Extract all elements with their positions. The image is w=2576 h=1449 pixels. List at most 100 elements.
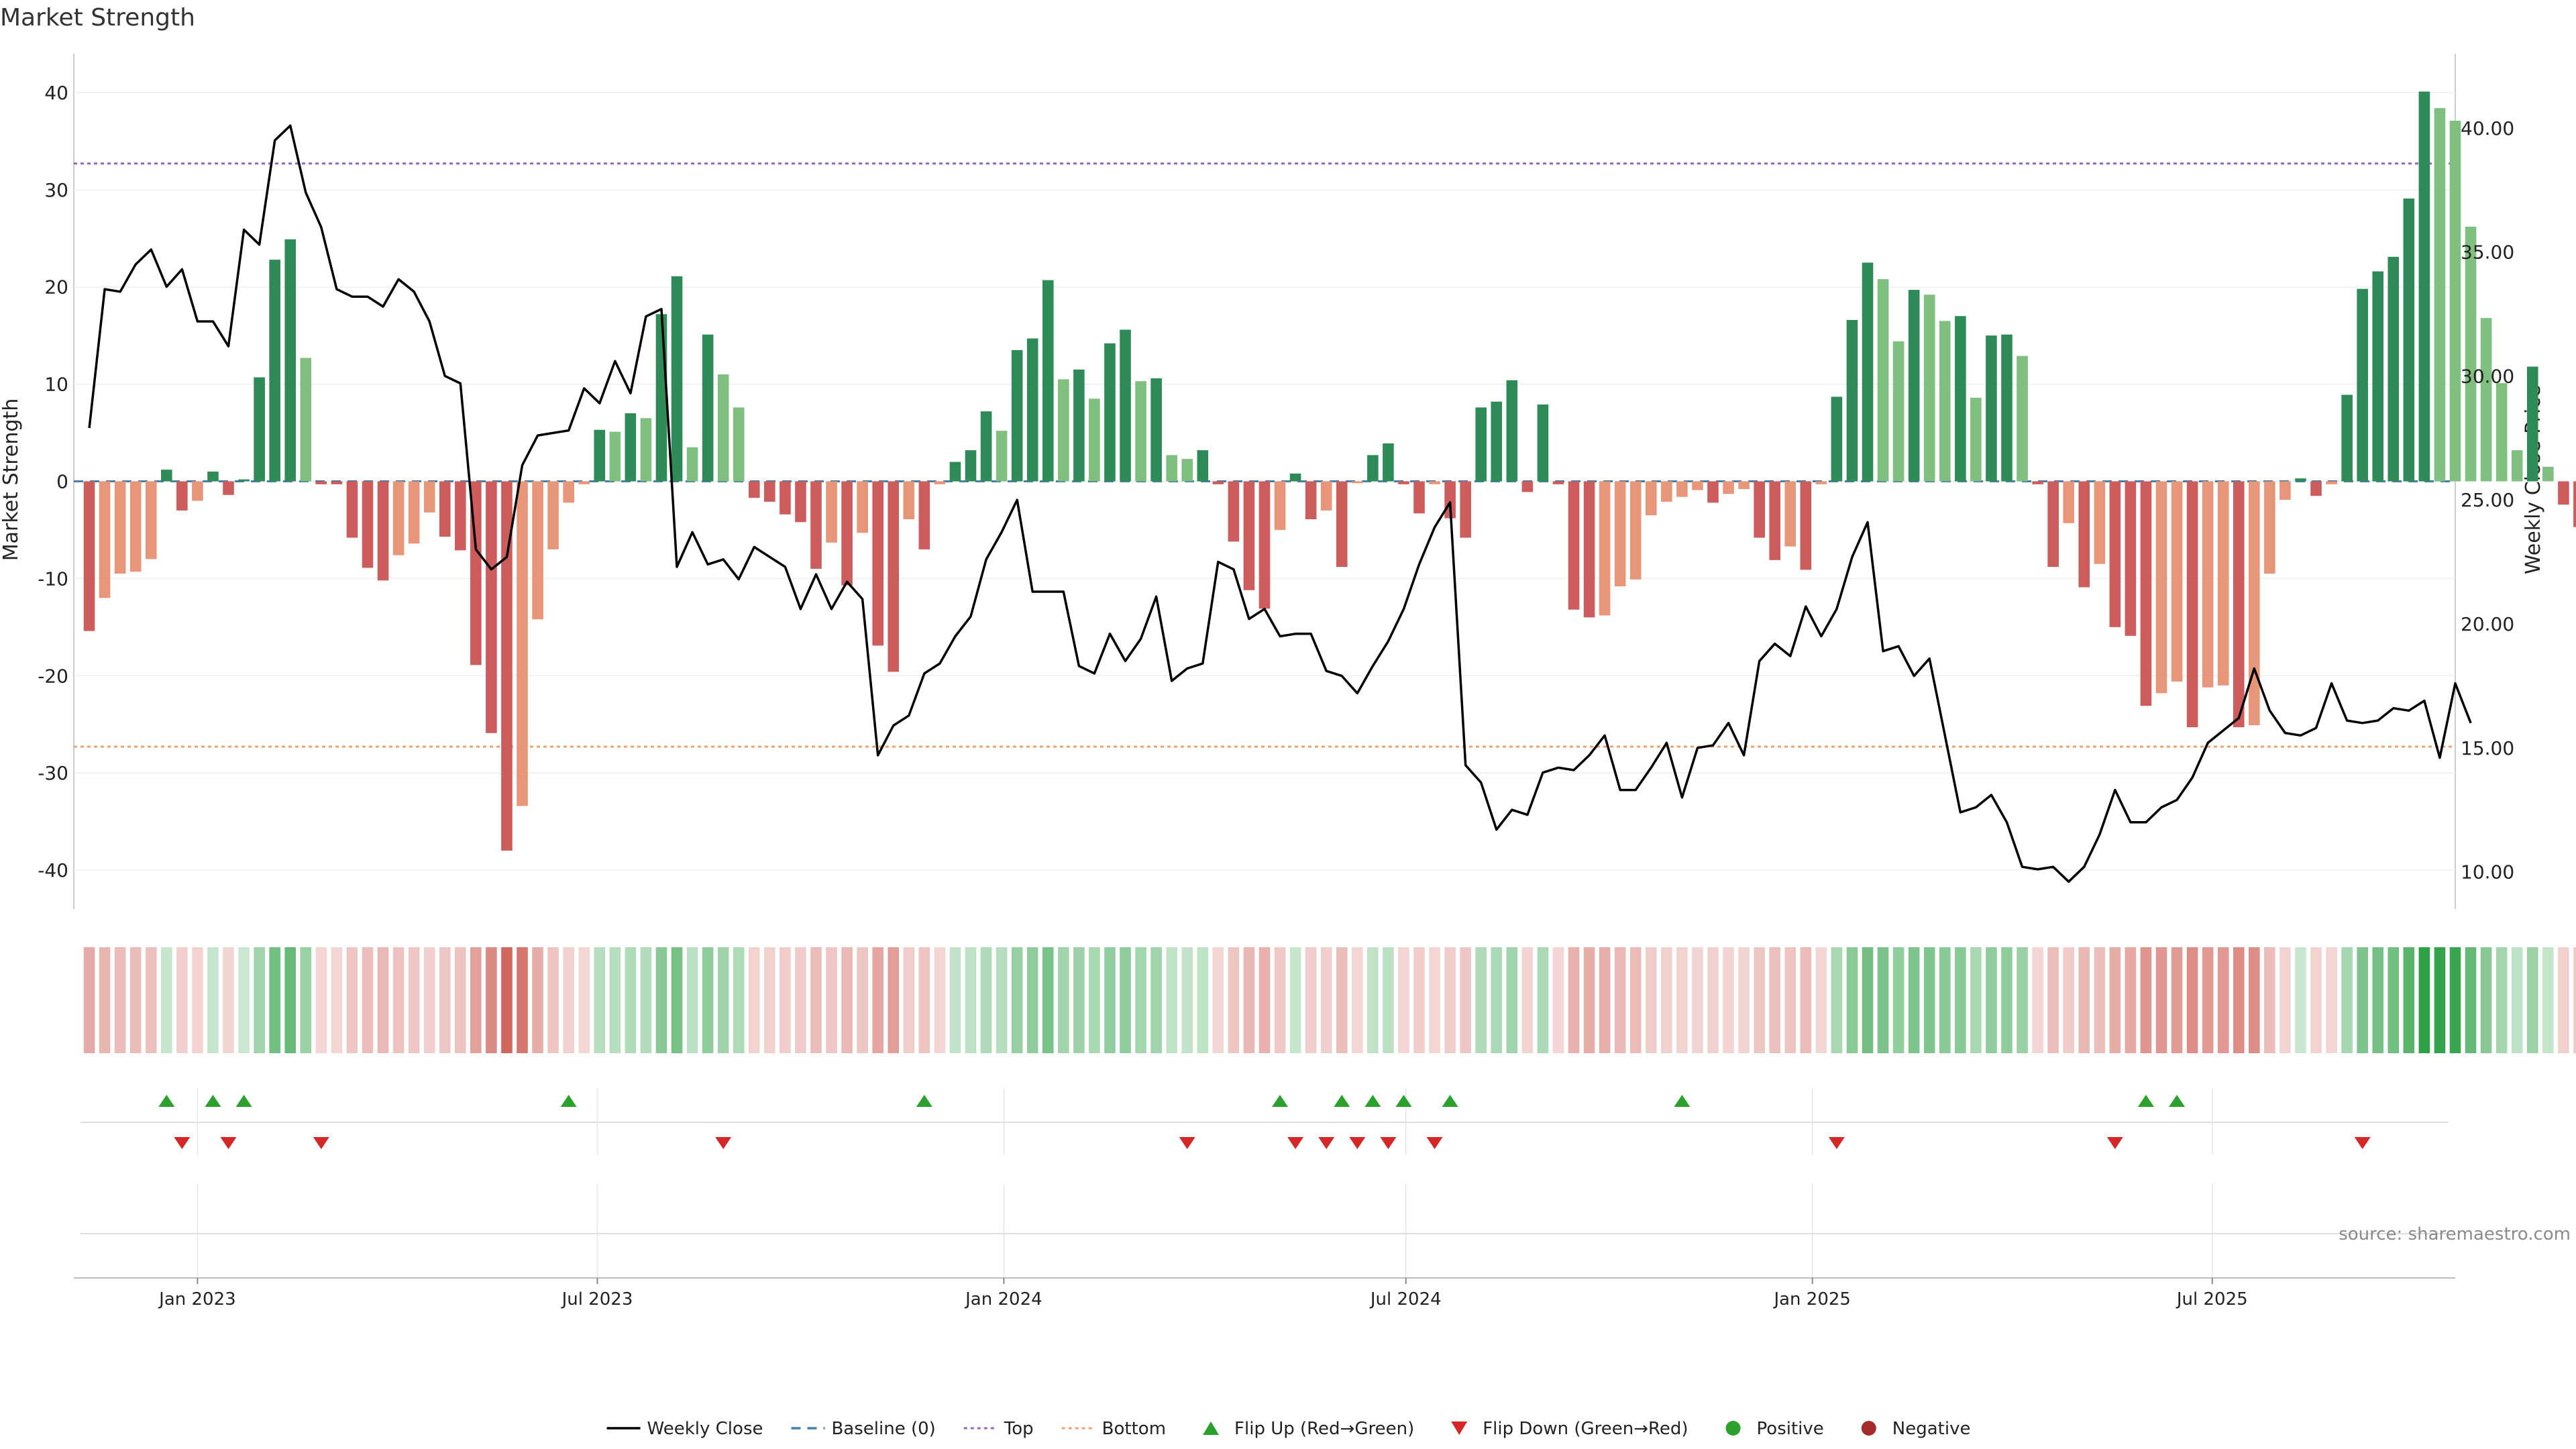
heat-cell xyxy=(2542,947,2554,1053)
x-tick-label: Jul 2024 xyxy=(1369,1289,1442,1309)
strength-bar xyxy=(1986,335,1997,482)
heat-cell xyxy=(532,947,543,1053)
heat-cell xyxy=(486,947,497,1053)
heat-cell xyxy=(2418,947,2430,1053)
strength-bar xyxy=(2526,366,2538,482)
heat-cell xyxy=(2109,947,2121,1053)
strength-bar xyxy=(1026,338,1038,482)
strength-bar xyxy=(2449,120,2461,482)
strength-bar xyxy=(207,472,219,482)
strength-bar xyxy=(254,377,265,482)
strength-bar xyxy=(1552,481,1564,484)
legend-label: Positive xyxy=(1757,1419,1824,1439)
heat-cell xyxy=(810,947,822,1053)
heat-cell xyxy=(1197,947,1209,1053)
strength-bar xyxy=(1955,316,1966,482)
legend-item-flip-down: Flip Down (Green→Red) xyxy=(1451,1419,1688,1439)
heat-cell xyxy=(1521,947,1534,1053)
strength-bar xyxy=(99,481,111,598)
strength-bar xyxy=(2032,481,2043,484)
heat-cell xyxy=(331,947,343,1053)
strength-bar xyxy=(1568,481,1580,610)
strength-bar xyxy=(1939,321,1951,482)
heat-cell xyxy=(1475,947,1487,1053)
strength-bar xyxy=(872,481,883,646)
strength-bar xyxy=(655,314,667,482)
legend-label: Flip Down (Green→Red) xyxy=(1483,1419,1688,1439)
y2-tick-label: 25.00 xyxy=(2461,489,2514,511)
strength-bar xyxy=(2155,481,2167,694)
heat-cell xyxy=(1026,947,1038,1053)
heat-cell xyxy=(2480,947,2492,1053)
heat-cell xyxy=(223,947,234,1053)
strength-bar xyxy=(1629,481,1642,580)
heat-cell xyxy=(1320,947,1332,1053)
heat-cell xyxy=(1367,947,1379,1053)
strength-bar xyxy=(1970,397,1982,482)
strength-bar xyxy=(1413,481,1425,514)
heat-cell xyxy=(1646,947,1657,1053)
heat-cell xyxy=(826,947,837,1053)
heat-cell xyxy=(2496,947,2508,1053)
y2-axis-ticks: 40.00 35.00 30.00 25.00 20.00 15.00 10.00 xyxy=(2461,117,2514,883)
strength-bar xyxy=(1831,396,1843,482)
strength-bar xyxy=(2186,481,2198,728)
heat-cell xyxy=(254,947,265,1053)
strength-bar xyxy=(176,481,188,511)
heat-cell xyxy=(1212,947,1224,1053)
heat-cell xyxy=(1258,947,1271,1053)
heat-cell xyxy=(1692,947,1703,1053)
y2-tick-label: 40.00 xyxy=(2461,117,2514,140)
strength-bar xyxy=(2403,198,2415,482)
strength-bar xyxy=(2001,334,2012,482)
strength-bar xyxy=(949,462,961,482)
strength-bar xyxy=(1723,481,1734,494)
strength-bar xyxy=(223,481,234,495)
strength-bar xyxy=(2480,318,2492,482)
heat-cell xyxy=(2171,947,2183,1053)
strength-bar xyxy=(640,418,652,482)
strength-bar xyxy=(161,470,172,482)
strength-bar xyxy=(1862,262,1874,482)
flip-down-marker xyxy=(220,1137,237,1149)
flip-down-marker xyxy=(1179,1137,1195,1149)
y-tick-label: 30 xyxy=(44,179,68,201)
heat-cell xyxy=(795,947,806,1053)
flip-down-marker xyxy=(1318,1137,1335,1149)
strength-bar xyxy=(578,481,590,484)
legend-label: Baseline (0) xyxy=(831,1419,935,1439)
strength-bar xyxy=(625,413,637,482)
legend-swatch xyxy=(1203,1421,1220,1435)
heat-cell xyxy=(1460,947,1471,1053)
heat-cell xyxy=(1429,947,1440,1053)
x-tick-label: Jul 2025 xyxy=(2176,1289,2248,1309)
strength-bar xyxy=(2217,481,2229,686)
heat-cell xyxy=(1599,947,1611,1053)
strength-bar xyxy=(1212,481,1224,484)
heat-cell xyxy=(578,947,590,1053)
strength-bar xyxy=(2078,481,2090,588)
strength-bar xyxy=(810,481,822,569)
heat-cell xyxy=(2125,947,2137,1053)
flip-up-marker xyxy=(235,1095,252,1107)
flip-markers-panel xyxy=(80,1088,2449,1155)
strength-bar xyxy=(2418,91,2430,482)
heat-cell xyxy=(501,947,513,1053)
strength-bar xyxy=(563,481,574,503)
heat-cell xyxy=(2017,947,2028,1053)
strength-bar xyxy=(1460,481,1471,538)
heat-cell xyxy=(517,947,528,1053)
strength-bar xyxy=(439,481,451,537)
strength-bar xyxy=(1754,481,1765,538)
heat-cell xyxy=(1336,947,1348,1053)
heat-cell xyxy=(918,947,930,1053)
strength-bar xyxy=(1491,401,1503,482)
flip-down-marker xyxy=(2354,1137,2371,1149)
heat-cell xyxy=(1305,947,1317,1053)
strength-bar xyxy=(2434,108,2446,482)
heat-cell xyxy=(1629,947,1642,1053)
chart-title: Market Strength xyxy=(0,4,195,32)
strength-bar xyxy=(1892,341,1904,482)
y-tick-label: -30 xyxy=(38,762,68,784)
y-tick-label: 20 xyxy=(44,276,68,299)
